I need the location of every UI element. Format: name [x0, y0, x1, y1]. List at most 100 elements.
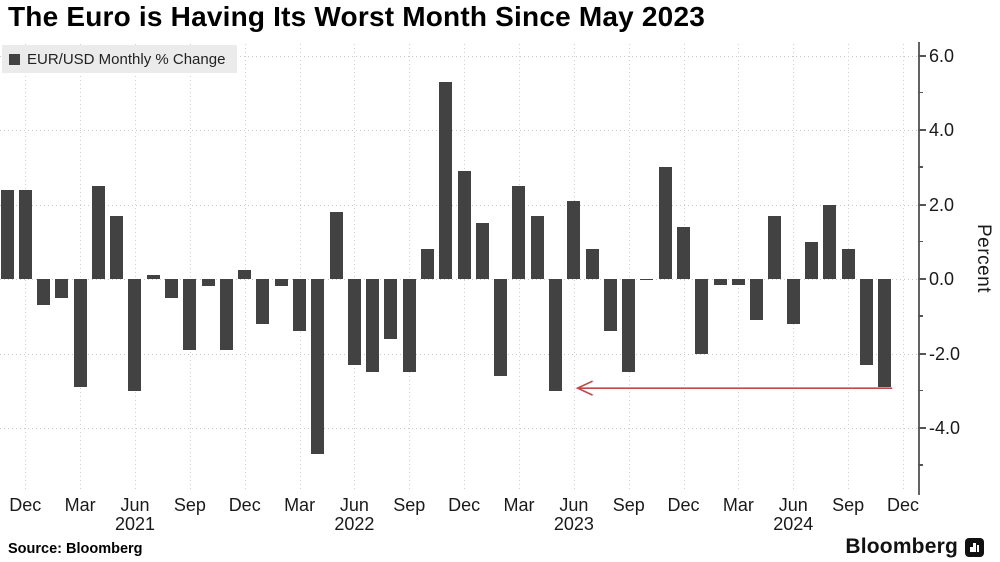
bar-jan-2021 — [37, 279, 51, 306]
y-axis-tick-label: 0.0 — [929, 269, 955, 289]
x-axis-tick-label: Jun — [120, 495, 150, 515]
gridline-horizontal — [0, 55, 918, 57]
x-axis-tick-label: Jun — [559, 495, 589, 515]
x-axis-tick-label: Dec — [228, 495, 261, 515]
bar-mar-2023 — [512, 185, 526, 279]
bar-mar-2024 — [731, 279, 745, 285]
bar-oct-2022 — [421, 249, 435, 279]
y-axis-tick-label: 2.0 — [929, 194, 955, 215]
x-axis-tick-label: Mar — [284, 495, 316, 515]
bar-jul-2024 — [805, 241, 819, 279]
bar-aug-2022 — [384, 279, 398, 339]
y-axis-major-tick — [918, 352, 926, 355]
bar-jul-2023 — [585, 249, 599, 279]
y-axis-tick-label: -2.0 — [929, 343, 961, 364]
gridline-vertical — [300, 44, 301, 492]
gridline-horizontal — [0, 279, 918, 280]
x-axis-tick-label: Sep — [612, 495, 645, 515]
gridline-vertical — [793, 44, 794, 492]
source-note: Source: Bloomberg — [8, 541, 143, 557]
bar-apr-2024 — [750, 279, 764, 320]
bar-apr-2021 — [91, 185, 105, 279]
bar-dec-2021 — [238, 269, 252, 279]
x-axis-tick-label: Jun — [778, 495, 808, 515]
x-axis-tick-label: Dec — [448, 495, 481, 515]
bar-jun-2023 — [567, 200, 581, 279]
y-axis-major-tick — [918, 427, 926, 430]
bar-feb-2022 — [274, 279, 288, 287]
x-axis-tick-label: Dec — [9, 495, 42, 515]
y-axis-minor-tick — [918, 240, 923, 243]
bar-jan-2023 — [475, 223, 489, 279]
x-axis-tick-label: Dec — [667, 495, 700, 515]
bar-sep-2023 — [622, 279, 636, 373]
bar-oct-2021 — [201, 279, 215, 287]
legend-series-marker — [9, 53, 20, 65]
y-axis-tick-label: 4.0 — [929, 120, 955, 140]
y-axis-major-tick — [918, 129, 926, 132]
bar-sep-2022 — [402, 279, 416, 373]
bar-feb-2023 — [494, 279, 508, 376]
bar-dec-2022 — [457, 170, 471, 279]
x-axis-tick-label: Sep — [393, 495, 426, 515]
y-axis-minor-tick — [918, 91, 923, 94]
x-axis-tick-label: Mar — [64, 495, 96, 515]
legend-series-label: EUR/USD Monthly % Change — [27, 50, 226, 68]
bar-feb-2024 — [713, 279, 727, 285]
bar-dec-2023 — [677, 226, 691, 279]
bar-mar-2022 — [293, 279, 307, 332]
bar-sep-2021 — [183, 279, 197, 350]
bar-may-2021 — [110, 215, 124, 279]
y-axis-minor-tick — [918, 464, 923, 466]
bar-nov-2023 — [658, 167, 672, 279]
gridline-vertical — [354, 44, 355, 492]
gridline-vertical — [190, 44, 191, 492]
bar-oct-2024 — [859, 279, 873, 365]
y-axis-tick-label: -4.0 — [929, 418, 961, 438]
x-axis-tick-label: Sep — [173, 495, 206, 515]
y-axis-line — [918, 42, 920, 495]
gridline-vertical — [738, 44, 739, 492]
bar-oct-2023 — [640, 279, 654, 281]
gridline-horizontal — [0, 428, 918, 429]
x-axis-tick-label: Mar — [722, 495, 754, 515]
bar-apr-2023 — [530, 215, 544, 279]
bar-nov-2022 — [439, 81, 453, 279]
bar-may-2023 — [549, 279, 563, 391]
bar-jan-2022 — [256, 279, 270, 324]
bar-dec-2020 — [18, 189, 32, 279]
bar-aug-2023 — [603, 279, 617, 332]
chart-title: The Euro is Having Its Worst Month Since… — [8, 1, 705, 32]
bar-jan-2024 — [695, 279, 709, 354]
y-axis-tick-label: 6.0 — [929, 45, 955, 66]
bloomberg-wordmark: Bloomberg — [845, 535, 958, 558]
bar-may-2022 — [329, 211, 343, 279]
gridline-vertical — [135, 44, 136, 492]
bloomberg-logo: Bloomberg — [845, 535, 984, 559]
x-axis-year-label: 2024 — [773, 514, 814, 534]
chart-legend: EUR/USD Monthly % Change — [2, 45, 238, 73]
bar-jul-2022 — [366, 279, 380, 373]
bar-aug-2021 — [165, 279, 179, 298]
gridline-horizontal — [0, 130, 918, 131]
x-axis-year-label: 2023 — [553, 514, 594, 534]
bar-jun-2022 — [347, 279, 361, 365]
x-axis-tick-label: Jun — [339, 495, 369, 515]
bar-feb-2021 — [55, 279, 69, 298]
bar-jun-2024 — [786, 279, 800, 324]
y-axis-major-tick — [918, 54, 926, 57]
x-axis-tick-label: Dec — [886, 495, 919, 515]
bar-nov-2024 — [878, 279, 892, 388]
gridline-vertical — [903, 44, 904, 492]
bar-jul-2021 — [146, 275, 160, 279]
y-axis-minor-tick — [918, 315, 923, 317]
y-axis-minor-tick — [918, 166, 923, 168]
gridline-vertical — [80, 44, 81, 492]
y-axis-minor-tick — [918, 389, 923, 392]
bar-nov-2021 — [219, 279, 233, 350]
x-axis-tick-label: Sep — [832, 495, 865, 515]
gridline-vertical — [409, 44, 410, 492]
